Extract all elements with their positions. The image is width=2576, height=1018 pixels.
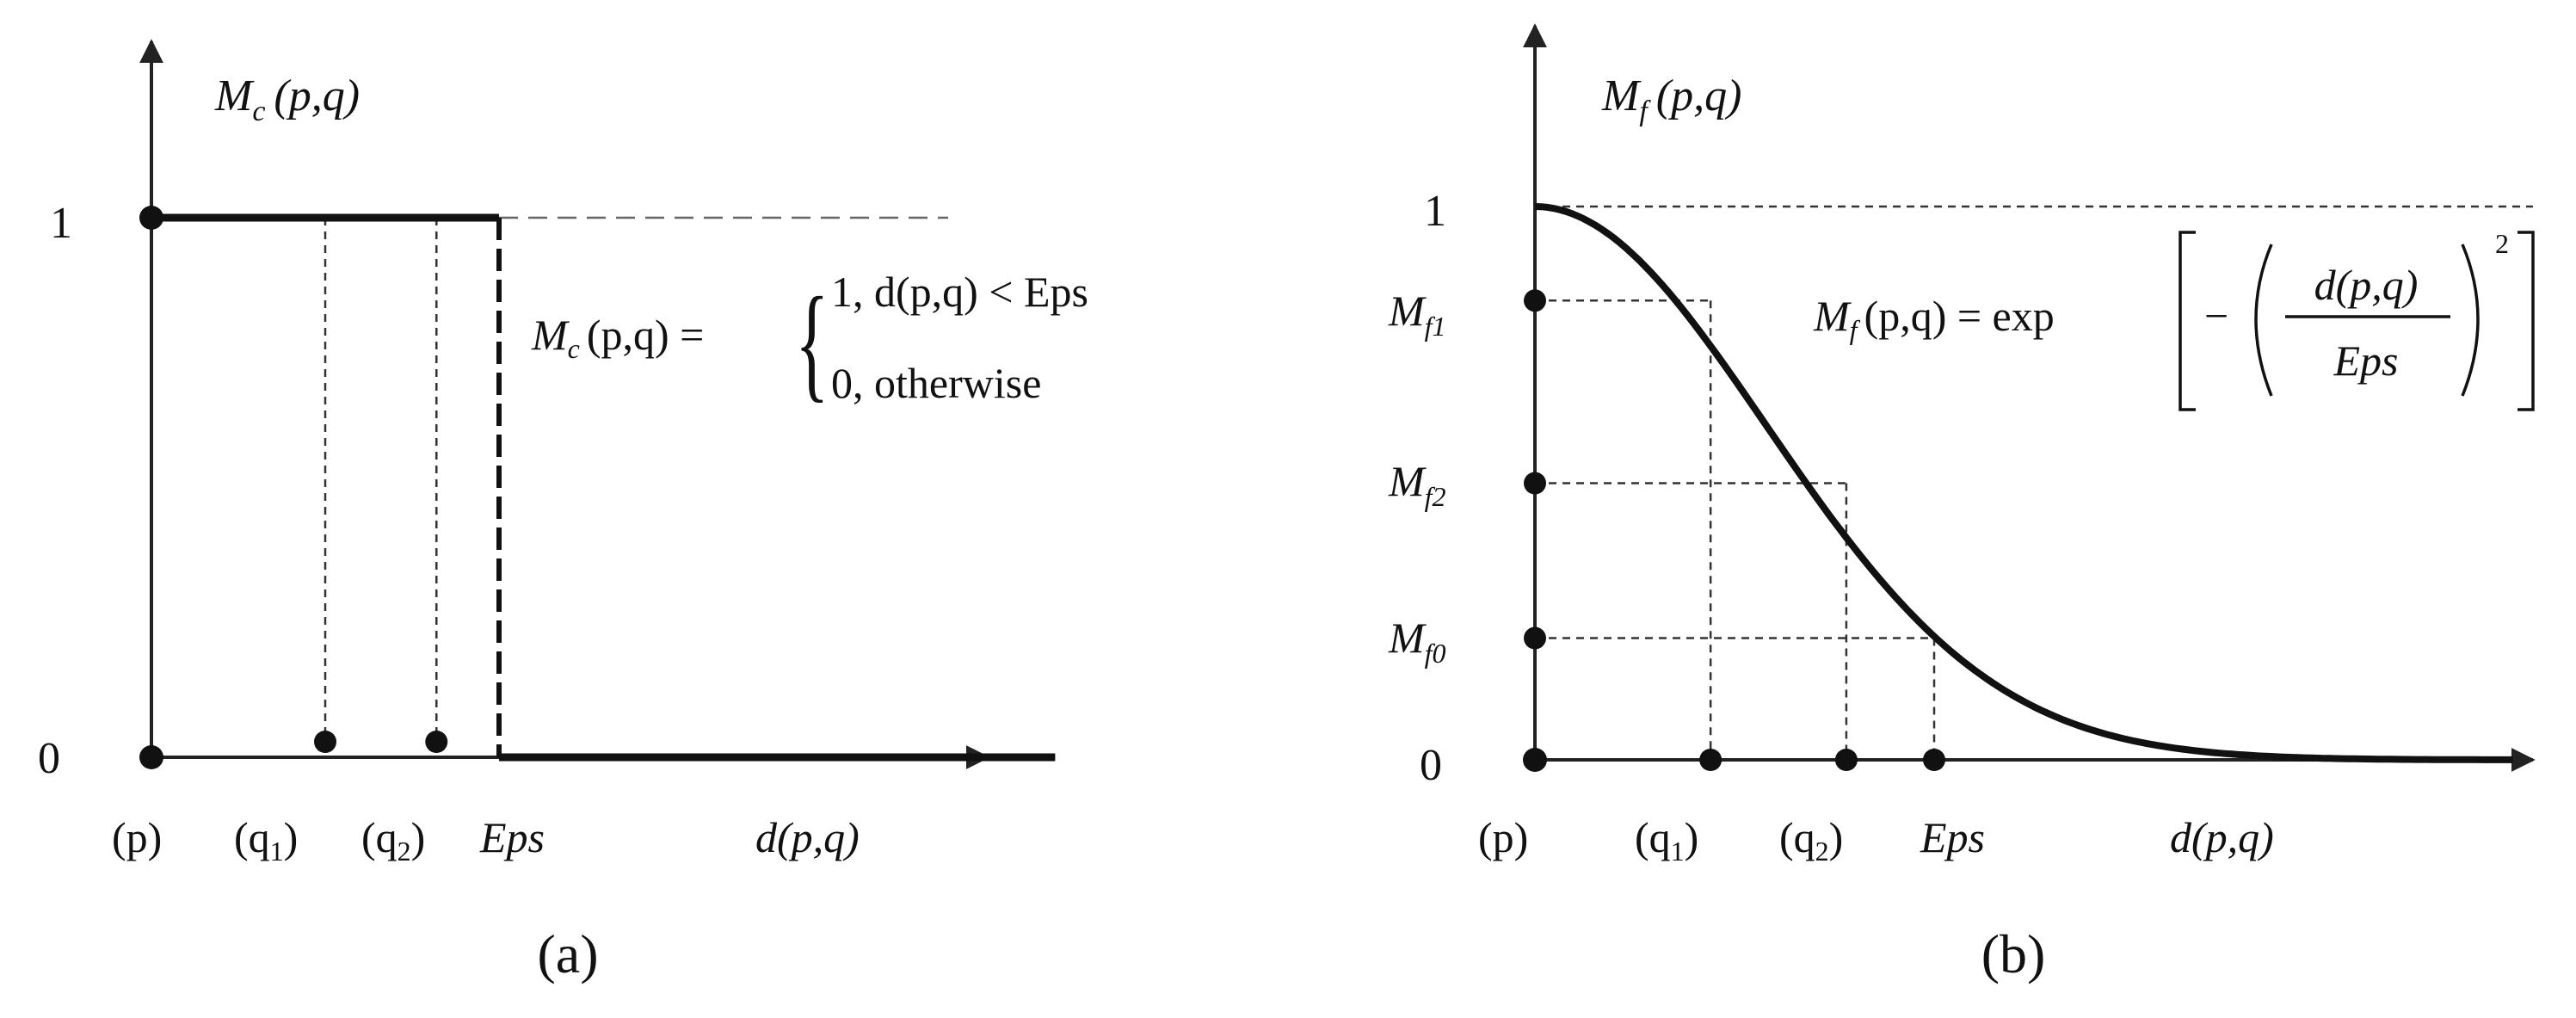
panel-b-formula-numerator: d(p,q): [2314, 261, 2419, 309]
panel-a-xtick-eps: Eps: [479, 813, 545, 861]
panel-a-step-membership: Mc (p,q) 1 0 (p) (q1) (q2) Eps d(p,q) Mc(…: [38, 39, 1088, 984]
panel-a-xtick-p: (p): [112, 813, 162, 861]
panel-a-xtick-q1: (q1): [234, 813, 298, 867]
panel-b-ymark-point-q2: [1524, 472, 1546, 495]
panel-b-y-label: Mf (p,q): [1601, 71, 1741, 127]
panel-a-point-origin: [139, 745, 163, 769]
panel-b-formula-right-bracket: [2517, 231, 2535, 411]
panel-a-formula-case1: 1, d(p,q) < Eps: [831, 268, 1088, 316]
panel-b-formula-left-paren: [2254, 244, 2273, 397]
panel-b-ymark-mf2: Mf2: [1388, 457, 1446, 512]
panel-a-guides: [324, 218, 438, 742]
panel-a-ytick-0: 0: [38, 734, 60, 783]
panel-a-formula: Mc (p,q) = { 1, d(p,q) < Eps 0, otherwise: [531, 268, 1088, 414]
panel-b-formula-exponent: 2: [2495, 228, 2509, 259]
panel-b-ymark-mf1: Mf1: [1388, 287, 1446, 342]
panel-b-point-origin: [1523, 748, 1547, 772]
panel-a-caption: (a): [537, 923, 598, 984]
panel-a-formula-case2: 0, otherwise: [831, 359, 1041, 407]
panel-b-formula: Mf (p,q) = exp − d(p,q) Eps 2: [1813, 228, 2535, 411]
panel-b-xtick-q2: (q2): [1779, 813, 1843, 867]
panel-a-points: [139, 206, 448, 769]
panel-a-xtick-q2: (q2): [361, 813, 425, 867]
panel-b-ymark-point-eps: [1524, 626, 1546, 650]
panel-a-xtick-d: d(p,q): [755, 813, 860, 861]
panel-b-xtick-d: d(p,q): [2170, 813, 2274, 861]
panel-a-point-top: [139, 206, 163, 230]
panel-b-formula-right-paren: [2461, 244, 2480, 397]
panel-b-points: [1523, 289, 1945, 772]
panel-b-guides: [1535, 299, 1936, 760]
panel-a-ytick-1: 1: [50, 199, 72, 248]
panel-b-formula-denominator: Eps: [2333, 336, 2399, 385]
panel-b-ytick-1: 1: [1424, 187, 1446, 236]
panel-a-formula-brace: {: [795, 271, 829, 414]
panel-a-step-series: [151, 213, 1056, 762]
panel-b-ymark-point-q1: [1524, 289, 1546, 312]
svg-text:Mf(p,q) = exp: Mf (p,q) = exp: [1813, 292, 2055, 345]
panel-a-point-q2: [425, 731, 448, 753]
panel-b-xtick-p: (p): [1478, 813, 1528, 861]
panel-b-ytick-0: 0: [1420, 741, 1442, 790]
panel-b-xpoint-q2: [1834, 749, 1858, 771]
panel-b-formula-left-bracket: [2179, 231, 2196, 411]
panel-b-xpoint-q1: [1699, 749, 1722, 771]
panel-a-y-label: Mc (p,q): [214, 71, 360, 127]
panel-b-formula-minus: −: [2204, 292, 2228, 340]
panel-b-fuzzy-membership: Mf (p,q) 1 0 Mf1 Mf2 Mf0 (p) (q1) (q2) Ep…: [1388, 23, 2536, 984]
panel-b-caption: (b): [1981, 923, 2046, 984]
svg-text:Mc(p,q) =: Mc (p,q) =: [531, 311, 704, 364]
panel-b-xtick-q1: (q1): [1635, 813, 1698, 867]
panel-b-xtick-eps: Eps: [1920, 813, 1985, 861]
panel-b-xpoint-eps: [1923, 749, 1945, 771]
panel-a-point-q1: [314, 731, 336, 753]
panel-b-ymark-mf0: Mf0: [1388, 614, 1446, 669]
panel-b-gaussian-series: [1534, 203, 2513, 763]
